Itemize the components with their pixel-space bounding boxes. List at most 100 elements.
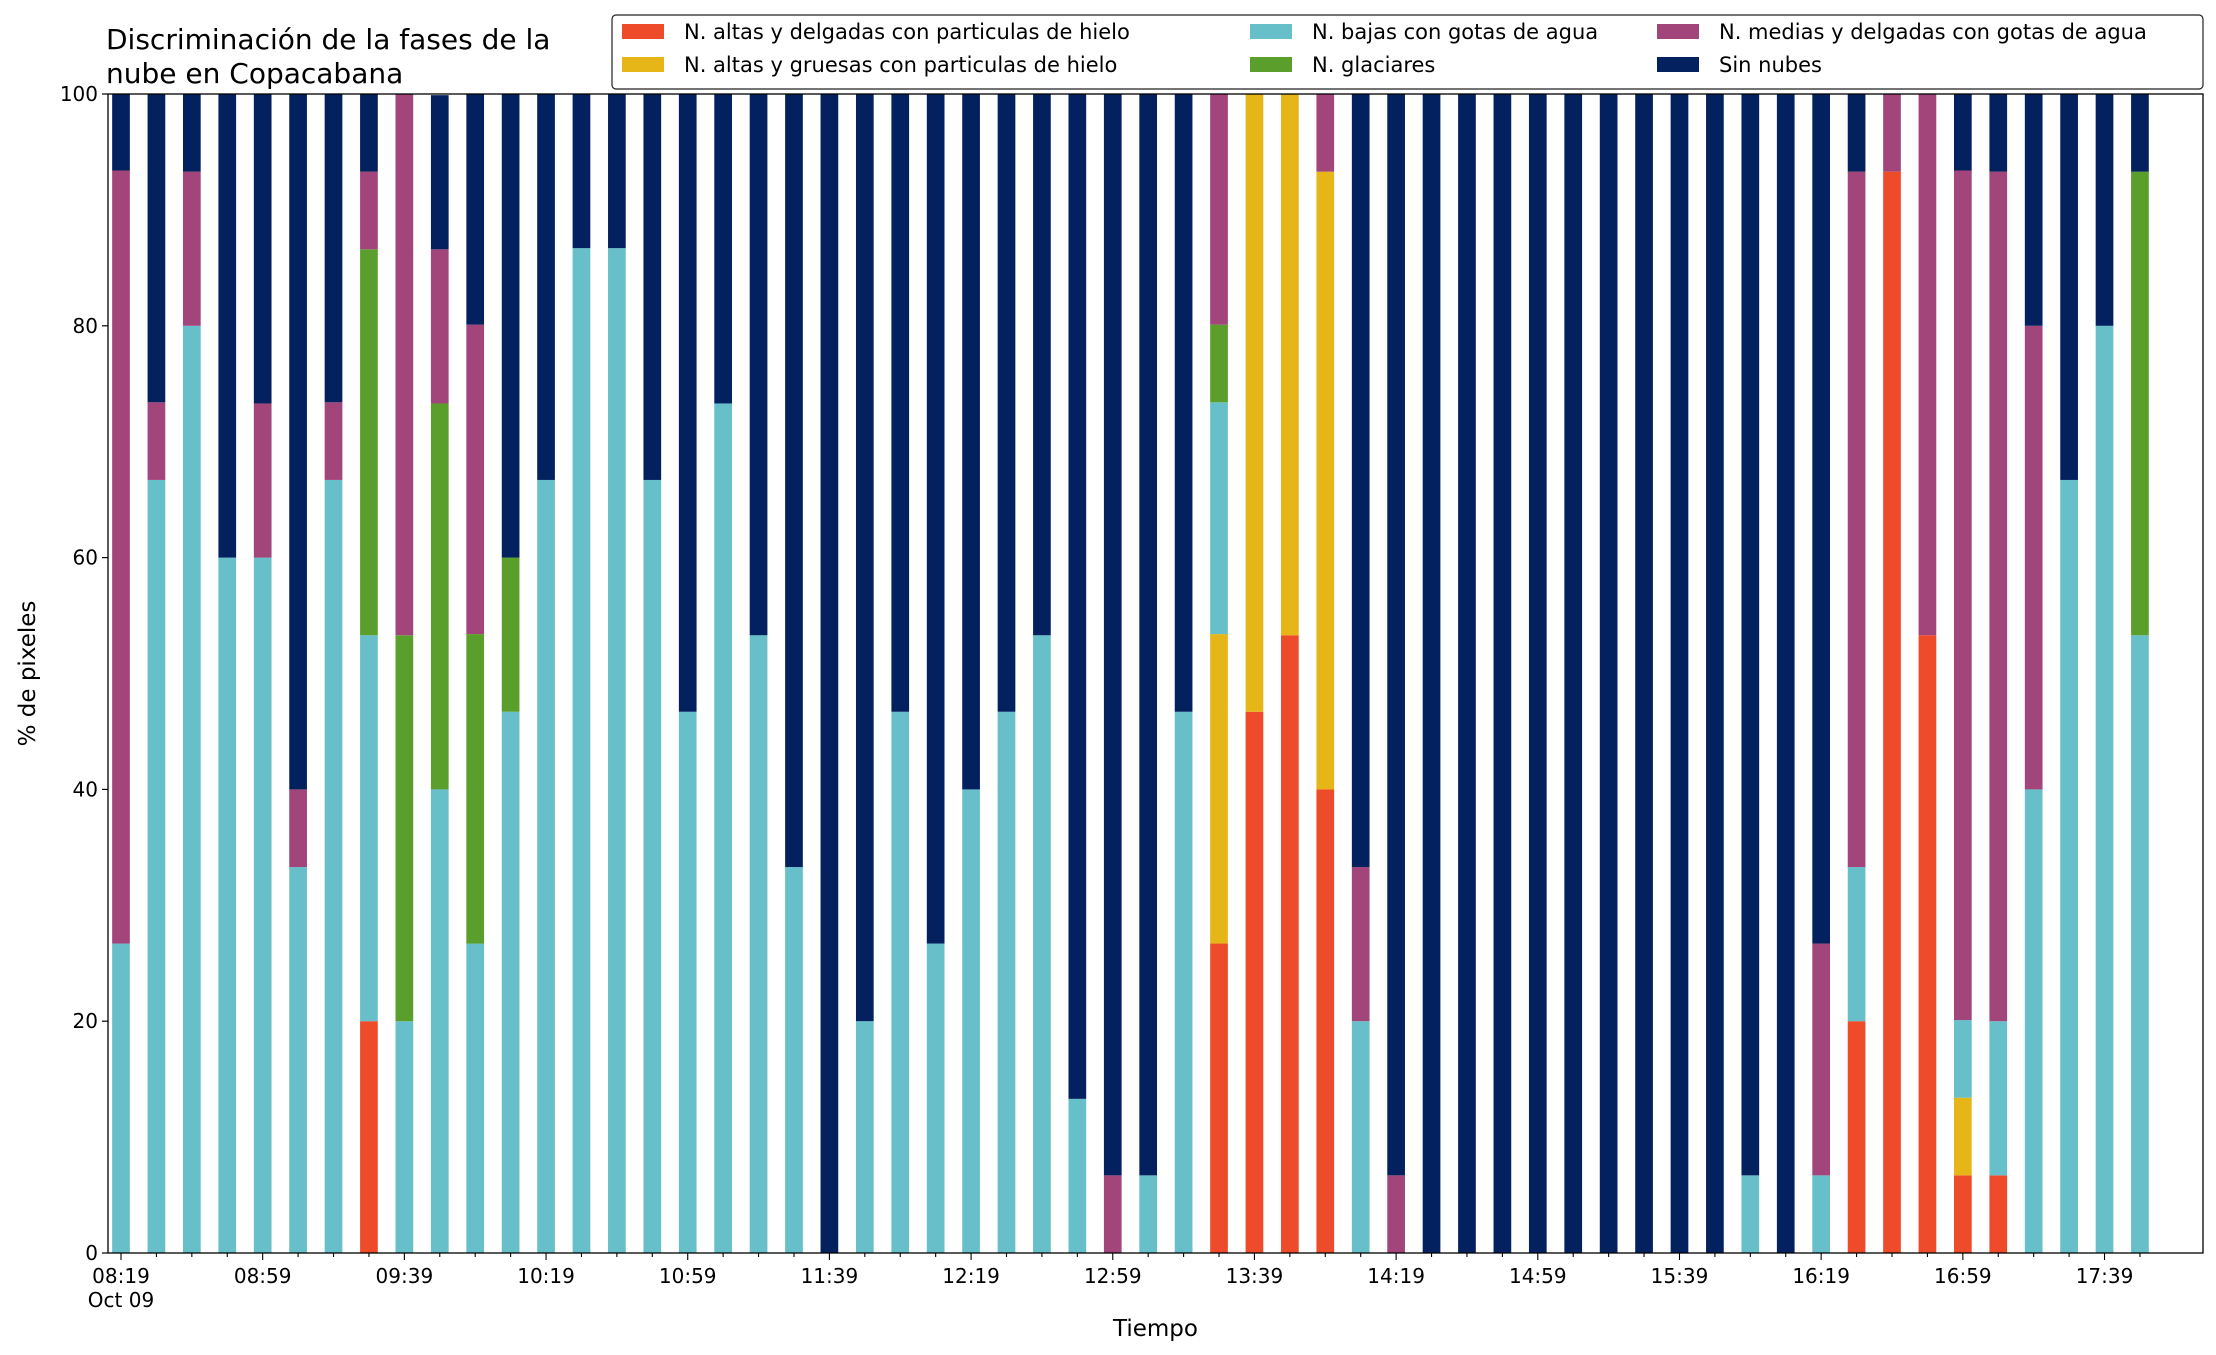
bar-segment-series-3	[2131, 171, 2149, 636]
bar-stack-1329	[1210, 94, 1228, 1253]
bar-segment-series-5	[997, 94, 1016, 712]
legend-label: N. glaciares	[1312, 53, 1435, 77]
x-tick-label: 13:39	[1226, 1264, 1284, 1288]
bar-stack-1029	[572, 94, 591, 1253]
bar-segment-series-4	[1989, 171, 2008, 1022]
bar-segment-series-2	[1139, 1175, 1158, 1253]
bar-segment-series-2	[253, 557, 272, 1253]
bar-segment-series-5	[466, 94, 485, 325]
bar-stack-1719	[2024, 94, 2043, 1253]
bar-segment-series-5	[182, 94, 201, 172]
x-tick-label: 16:19	[1792, 1264, 1850, 1288]
bar-segment-series-5	[1103, 94, 1122, 1176]
legend-entry: Sin nubes	[1657, 53, 1822, 77]
bar-segment-series-3	[466, 634, 485, 944]
bar-segment-series-2	[926, 943, 945, 1253]
bar-stack-1749	[2131, 94, 2149, 1253]
bar-segment-series-0	[1989, 1175, 2008, 1253]
bar-stack-1449	[1493, 94, 1512, 1253]
legend-label: N. medias y delgadas con gotas de agua	[1719, 20, 2147, 44]
x-tick-label: 11:39	[801, 1264, 859, 1288]
bar-stack-1739	[2095, 94, 2114, 1253]
bar-segment-series-2	[1741, 1175, 1760, 1253]
x-tick-label: 14:59	[1509, 1264, 1567, 1288]
y-tick-label: 60	[73, 546, 98, 570]
bar-segment-series-2	[643, 479, 662, 1253]
bar-segment-series-5	[749, 94, 768, 636]
bar-segment-series-2	[395, 1021, 414, 1253]
bar-segment-series-2	[430, 789, 449, 1253]
bar-segment-series-5	[147, 94, 166, 403]
chart-title-line-2: nube en Copacabana	[106, 57, 403, 90]
bar-segment-series-0	[1953, 1175, 1972, 1253]
x-tick-label: 08:59	[234, 1264, 292, 1288]
bar-segment-series-5	[1776, 94, 1795, 1253]
bar-stack-1219	[962, 94, 980, 1253]
bar-stack-1129	[785, 94, 803, 1253]
bar-segment-series-5	[1635, 94, 1653, 1253]
y-tick-label: 0	[85, 1241, 98, 1265]
bar-segment-series-5	[501, 94, 520, 558]
x-tick-label: 12:19	[942, 1264, 1000, 1288]
bar-stack-1629	[1847, 94, 1866, 1253]
y-tick-label: 100	[60, 82, 98, 106]
bar-stack-1049	[643, 94, 662, 1253]
legend-label: N. altas y gruesas con particulas de hie…	[684, 53, 1117, 77]
bar-segment-series-2	[785, 867, 803, 1253]
legend-swatch	[1250, 57, 1292, 72]
bar-segment-series-5	[289, 94, 307, 790]
bar-segment-series-0	[1245, 711, 1264, 1253]
bar-segment-series-2	[2095, 325, 2114, 1253]
bar-stack-1019	[537, 94, 555, 1253]
bar-segment-series-4	[1953, 170, 1972, 1021]
bar-segment-series-4	[1883, 94, 1901, 172]
bar-segment-series-5	[1670, 94, 1689, 1253]
bar-segment-series-2	[218, 557, 237, 1253]
bar-segment-series-5	[608, 94, 626, 249]
bar-segment-series-2	[2024, 789, 2043, 1253]
bar-segment-series-5	[1812, 94, 1831, 944]
bar-stack-1229	[997, 94, 1016, 1253]
bar-segment-series-2	[182, 325, 201, 1253]
bar-stack-1259	[1103, 94, 1122, 1253]
legend-label: N. altas y delgadas con particulas de hi…	[684, 20, 1130, 44]
bar-segment-series-2	[749, 635, 768, 1253]
bar-segment-series-5	[1706, 94, 1724, 1253]
legend-entry: N. altas y delgadas con particulas de hi…	[622, 20, 1130, 44]
bar-segment-series-4	[360, 171, 378, 250]
bar-stack-1359	[1316, 94, 1335, 1253]
bar-segment-series-2	[891, 711, 910, 1253]
chart-title: Discriminación de la fases de la nube en…	[106, 23, 550, 90]
bar-stack-1539	[1670, 94, 1689, 1253]
bar-segment-series-5	[537, 94, 555, 480]
bar-segment-series-2	[324, 479, 343, 1253]
bar-segment-series-2	[501, 711, 520, 1253]
bar-stack-1649	[1918, 94, 1937, 1253]
bar-segment-series-5	[962, 94, 980, 790]
bar-stack-1339	[1245, 94, 1264, 1253]
bar-segment-series-2	[1210, 402, 1228, 635]
legend-label: N. bajas con gotas de agua	[1312, 20, 1598, 44]
bar-segment-series-5	[253, 94, 272, 404]
bar-segment-series-5	[1033, 94, 1051, 636]
legend-frame	[611, 14, 2204, 90]
legend-entry: N. altas y gruesas con particulas de hie…	[622, 53, 1117, 77]
x-tick-label: 12:59	[1084, 1264, 1142, 1288]
bar-segment-series-4	[182, 171, 201, 326]
bar-segment-series-4	[466, 324, 485, 635]
bar-stack-1159	[891, 94, 910, 1253]
legend-swatch	[1657, 24, 1699, 39]
bar-segment-series-5	[1458, 94, 1476, 1253]
bar-segment-series-4	[1387, 1175, 1405, 1253]
bar-segment-series-4	[1812, 943, 1831, 1176]
bar-segment-series-0	[1918, 635, 1937, 1253]
bar-segment-series-1	[1281, 94, 1299, 636]
bar-segment-series-5	[324, 94, 343, 403]
bar-segment-series-0	[1316, 789, 1335, 1253]
bar-segment-series-5	[926, 94, 945, 944]
bar-segment-series-5	[2131, 94, 2149, 172]
bar-stack-1409	[1351, 94, 1370, 1253]
legend-entry: N. bajas con gotas de agua	[1250, 20, 1598, 44]
